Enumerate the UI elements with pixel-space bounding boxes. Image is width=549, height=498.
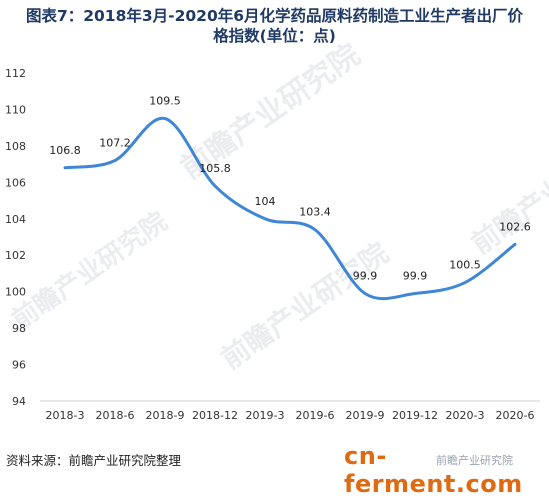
- data-label: 106.8: [49, 144, 81, 157]
- x-axis: 2018-3 2018-6 2018-9 2018-12 2019-3 2019-6 201…: [46, 409, 535, 422]
- data-label: 107.2: [99, 136, 131, 149]
- x-tick-label: 2018-12: [192, 409, 238, 422]
- x-tick-label: 2018-6: [96, 409, 135, 422]
- x-tick-label: 2019-3: [246, 409, 285, 422]
- y-axis: 112 110 108 106 104 102 100 98 96 94: [5, 67, 26, 408]
- watermark-text: 前瞻产业研究院: [215, 236, 394, 375]
- data-label: 99.9: [353, 269, 378, 282]
- x-tick-label: 2020-6: [496, 409, 535, 422]
- y-tick-label: 98: [12, 322, 26, 335]
- x-tick-label: 2019-12: [392, 409, 438, 422]
- brand-subtitle: 前瞻产业研究院: [436, 454, 513, 467]
- data-label: 103.4: [299, 206, 331, 219]
- y-tick-label: 100: [5, 286, 26, 299]
- data-labels: 106.8 107.2 109.5 105.8 104 103.4 99.9 99.9 100.…: [49, 95, 531, 283]
- data-label: 102.6: [499, 220, 531, 233]
- y-tick-label: 112: [5, 67, 26, 80]
- y-tick-label: 110: [5, 103, 26, 116]
- chart-title-line-1: 图表7：2018年3月-2020年6月化学药品原料药制造工业生产者出厂价: [25, 7, 524, 25]
- data-label: 105.8: [199, 162, 231, 175]
- data-label: 99.9: [403, 269, 428, 282]
- x-tick-label: 2020-3: [446, 409, 485, 422]
- x-tick-label: 2018-9: [146, 409, 185, 422]
- chart-title-line-2: 格指数(单位：点): [213, 27, 336, 45]
- brand-logo-text: cn-ferment.com: [344, 442, 523, 498]
- y-tick-label: 108: [5, 140, 26, 153]
- watermark-text: 前瞻产业研究院: [6, 206, 173, 336]
- watermark-layer: 前瞻产业研究院 前瞻产业研究院 前瞻产业研究院 前瞻产业研究院: [6, 37, 549, 375]
- line-chart: 前瞻产业研究院 前瞻产业研究院 前瞻产业研究院 前瞻产业研究院 112 110 10…: [5, 37, 549, 422]
- data-label: 109.5: [149, 95, 181, 108]
- series-line: [63, 117, 517, 301]
- source-note: 资料来源：前瞻产业研究院整理: [6, 453, 182, 468]
- data-label: 104: [255, 195, 276, 208]
- y-tick-label: 96: [12, 359, 26, 372]
- chart-title: 图表7：2018年3月-2020年6月化学药品原料药制造工业生产者出厂价 格指数…: [0, 6, 549, 46]
- x-tick-label: 2019-9: [346, 409, 385, 422]
- y-tick-label: 104: [5, 213, 26, 226]
- y-tick-label: 106: [5, 176, 26, 189]
- y-tick-label: 94: [12, 395, 26, 408]
- y-tick-label: 102: [5, 249, 26, 262]
- watermark-text: 前瞻产业研究院: [465, 121, 549, 260]
- x-tick-label: 2018-3: [46, 409, 85, 422]
- x-tick-label: 2019-6: [296, 409, 335, 422]
- data-label: 100.5: [449, 259, 481, 272]
